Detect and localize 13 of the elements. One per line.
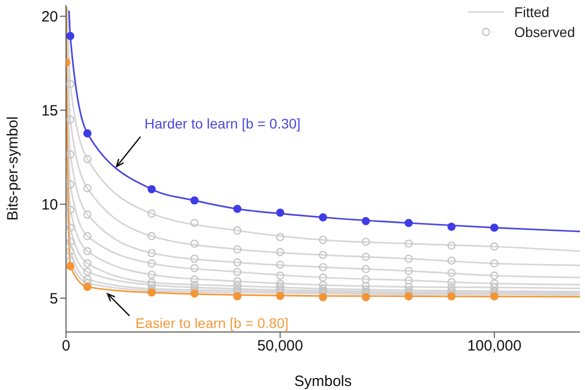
- x-tick-label: 100,000: [467, 338, 522, 355]
- y-axis-title: Bits-per-symbol: [4, 116, 22, 221]
- y-tick-label: 15: [41, 102, 58, 120]
- legend-label: Observed: [514, 24, 575, 40]
- legend-label: Fitted: [514, 4, 550, 20]
- y-tick-label: 10: [41, 196, 58, 214]
- annotation: Harder to learn [b = 0.30]: [144, 116, 301, 132]
- x-tick-label: 50,000: [257, 338, 304, 355]
- x-axis-title: Symbols: [294, 373, 352, 390]
- x-tick-label: 0: [62, 338, 70, 355]
- y-tick-label: 5: [50, 290, 58, 308]
- annotation: Easier to learn [b = 0.80]: [136, 314, 288, 331]
- y-tick-label: 20: [41, 8, 58, 26]
